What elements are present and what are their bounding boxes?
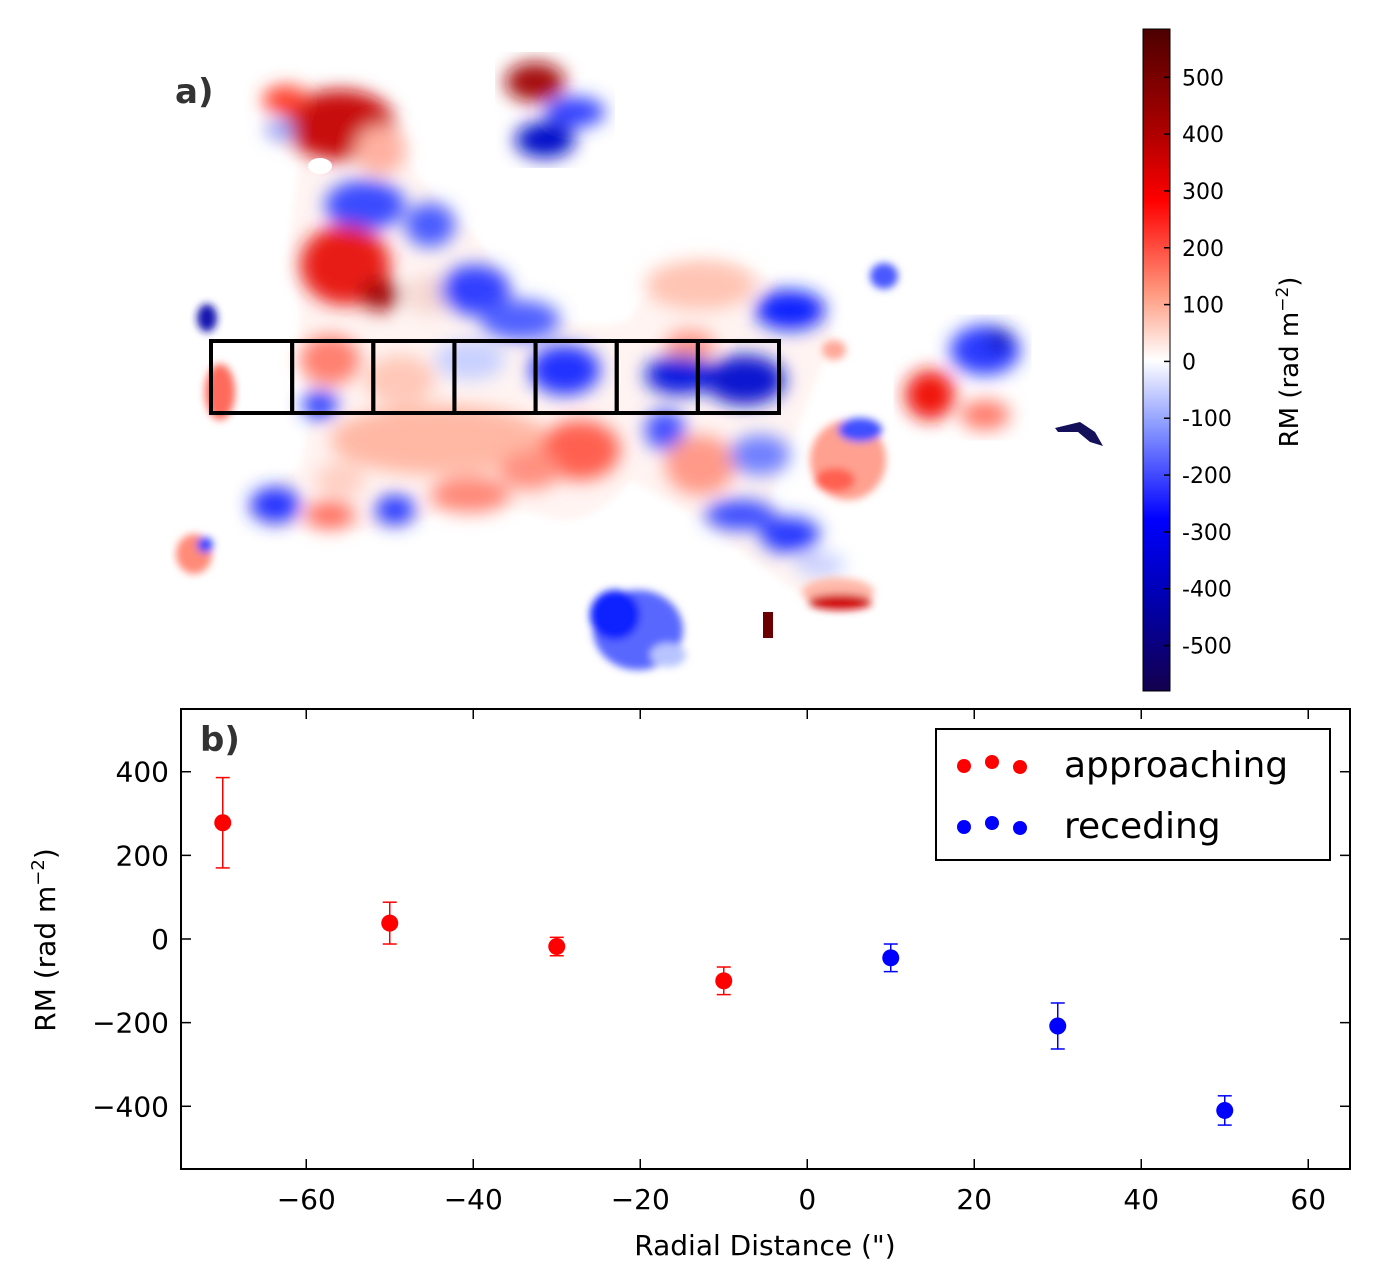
x-tick-label: −20 — [611, 1183, 670, 1216]
rm-map-panel: a) 500 400 300 200 100 0 -100 -200 -300 -400 -500 … — [175, 28, 1305, 692]
approaching-legend-marker — [1013, 760, 1027, 774]
x-axis-label: Radial Distance (") — [634, 1229, 895, 1262]
colorbar-tick-label: 200 — [1182, 237, 1224, 262]
approaching-point — [715, 972, 733, 990]
y-tick-label: −200 — [92, 1007, 169, 1040]
panel-b-label: b) — [200, 720, 240, 760]
approaching-legend-label: approaching — [1064, 745, 1288, 786]
colorbar-tick-label: -300 — [1182, 521, 1232, 546]
colorbar-tick-label: 500 — [1182, 66, 1224, 91]
x-axis-ticks: −60 −40 −20 0 20 40 60 — [277, 709, 1326, 1216]
colorbar-tick-label: 0 — [1182, 350, 1196, 375]
x-tick-label: 20 — [956, 1183, 992, 1216]
x-tick-label: −60 — [277, 1183, 336, 1216]
x-tick-label: 60 — [1290, 1183, 1326, 1216]
colorbar-tick-label: -500 — [1182, 635, 1232, 660]
approaching-point — [381, 914, 399, 932]
approaching-point — [214, 814, 232, 832]
x-tick-label: 40 — [1123, 1183, 1159, 1216]
y-tick-label: 200 — [116, 839, 169, 872]
extraction-box-7 — [695, 339, 781, 415]
colorbar-ticks: 500 400 300 200 100 0 -100 -200 -300 -400 -500 — [1164, 66, 1232, 660]
legend: approaching receding — [935, 728, 1331, 861]
rm-map-image — [176, 62, 1103, 670]
colorbar-tick-label: -100 — [1182, 407, 1232, 432]
panel-a-label: a) — [175, 72, 213, 112]
receding-point — [882, 949, 900, 967]
x-tick-label: −40 — [444, 1183, 503, 1216]
extraction-boxes — [209, 339, 781, 415]
y-axis-label: RM (rad m−2) — [28, 848, 62, 1032]
colorbar-label: RM (rad m−2) — [1273, 277, 1305, 448]
receding-point — [1216, 1101, 1234, 1119]
y-axis-ticks: 400 200 0 −200 −400 — [92, 756, 1350, 1123]
colorbar-gradient — [1142, 28, 1171, 692]
approaching-legend-marker — [957, 759, 971, 773]
approaching-legend-marker — [985, 755, 999, 769]
receding-legend-marker — [985, 816, 999, 830]
legend-box — [935, 728, 1331, 861]
receding-legend-label: receding — [1064, 806, 1221, 847]
receding-point — [1049, 1017, 1067, 1035]
receding-legend-marker — [1013, 821, 1027, 835]
colorbar-tick-label: 400 — [1182, 123, 1224, 148]
y-tick-label: 400 — [116, 756, 169, 789]
colorbar-tick-label: -200 — [1182, 464, 1232, 489]
y-tick-label: −400 — [92, 1090, 169, 1123]
data-points — [214, 776, 1234, 1126]
colorbar-tick-label: 100 — [1182, 294, 1224, 319]
colorbar-tick-label: -400 — [1182, 578, 1232, 603]
y-tick-label: 0 — [151, 923, 169, 956]
receding-legend-marker — [957, 820, 971, 834]
colorbar-tick-label: 300 — [1182, 180, 1224, 205]
colorbar: 500 400 300 200 100 0 -100 -200 -300 -400 -500 RM … — [1142, 28, 1305, 692]
x-tick-label: 0 — [798, 1183, 816, 1216]
approaching-point — [548, 938, 566, 956]
